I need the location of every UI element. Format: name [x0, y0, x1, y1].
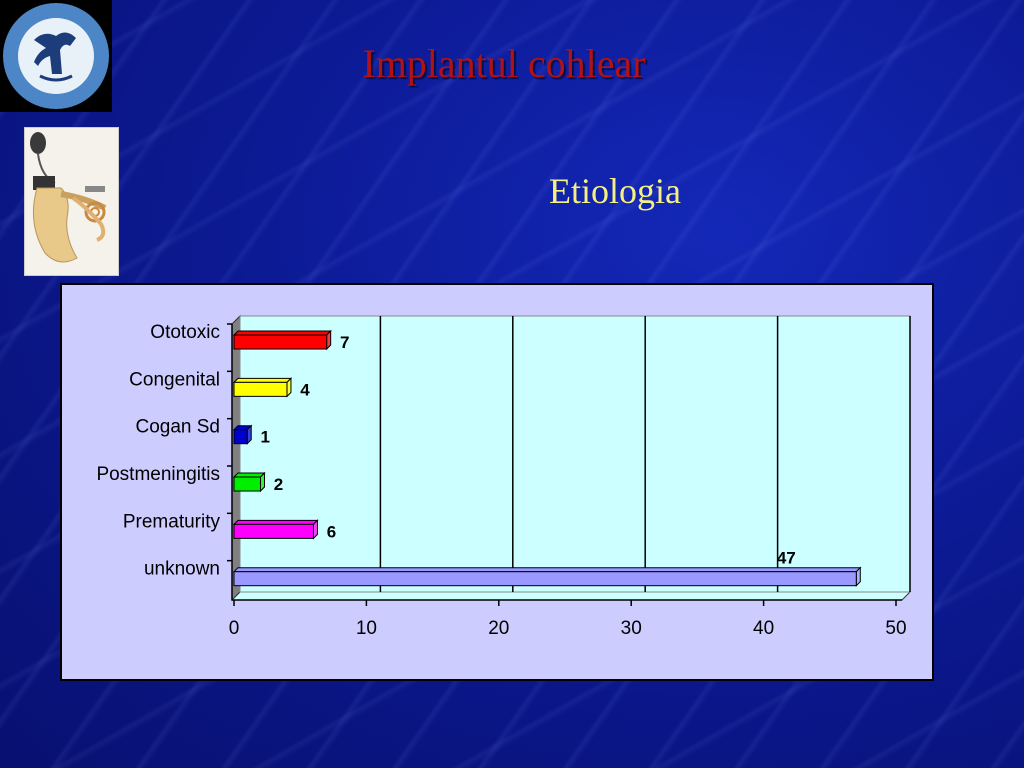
- bar-value-label: 4: [300, 380, 310, 399]
- bar-value-label: 6: [327, 522, 336, 541]
- plot-side-wall: [231, 314, 241, 602]
- bar-top-face: [232, 567, 862, 573]
- x-tick-label: 30: [621, 618, 642, 639]
- bar-side-face: [246, 424, 252, 445]
- bar-top-face: [232, 519, 319, 525]
- slide-title: Implantul cohlear: [362, 41, 646, 86]
- bar-side-face: [312, 519, 318, 540]
- bar-side-face: [855, 566, 861, 587]
- bar-value-label: 1: [261, 428, 270, 447]
- etiology-chart: 0 10 20 30 40 50 Ototoxic 7 Congenital 4 Cogan Sd 1…: [60, 283, 934, 681]
- bar-value-label: 47: [777, 549, 796, 568]
- bar-value-label: 7: [340, 333, 349, 352]
- category-label: Postmeningitis: [96, 464, 220, 485]
- bar-side-face: [326, 329, 332, 351]
- x-tick-label: 20: [488, 618, 509, 639]
- bar: [233, 381, 288, 397]
- category-label: Congenital: [129, 369, 220, 390]
- bar-side-face: [259, 471, 265, 493]
- bar-side-face: [286, 377, 292, 398]
- chart-svg: 0 10 20 30 40 50 Ototoxic 7 Congenital 4 Cogan Sd 1…: [96, 314, 912, 639]
- slide-subtitle: Etiologia: [549, 171, 681, 211]
- x-tick-label: 10: [356, 618, 377, 639]
- bar: [233, 476, 261, 492]
- ear-implant-icon: [25, 128, 118, 275]
- category-label: Cogan Sd: [135, 417, 220, 438]
- category-label: Prematurity: [123, 511, 221, 532]
- plot-back-wall: [239, 315, 911, 593]
- bar: [233, 523, 314, 539]
- bar-top-face: [232, 472, 266, 478]
- society-seal-icon: [3, 3, 109, 109]
- society-logo: [0, 0, 112, 112]
- category-label: unknown: [144, 559, 220, 580]
- x-tick-label: 50: [885, 618, 906, 639]
- x-tick-label: 40: [753, 618, 774, 639]
- cochlear-implant-illustration: [24, 127, 119, 276]
- category-label: Ototoxic: [150, 322, 220, 343]
- bar: [233, 571, 857, 587]
- bar-top-face: [232, 330, 332, 336]
- plot-floor: [230, 591, 912, 601]
- x-tick-label: 0: [229, 618, 240, 639]
- bar-top-face: [232, 377, 293, 383]
- bar: [233, 429, 248, 445]
- bar: [233, 334, 328, 350]
- bar-value-label: 2: [274, 475, 283, 494]
